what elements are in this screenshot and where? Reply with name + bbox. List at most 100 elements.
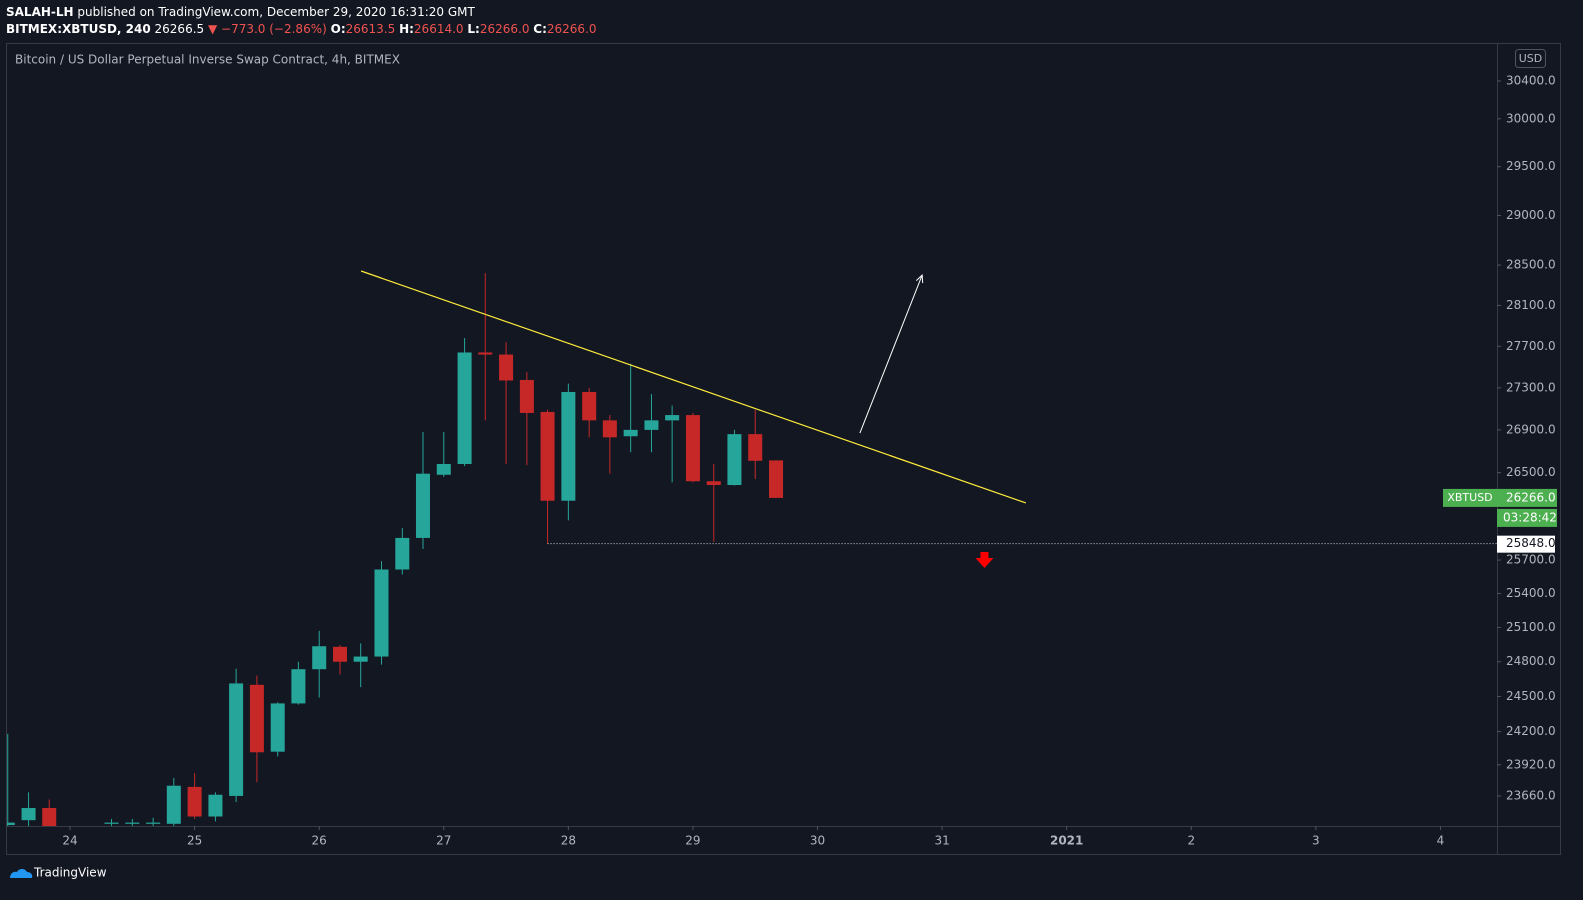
candle-body <box>665 415 680 421</box>
candle-body <box>291 669 306 704</box>
y-tick-label: 29500.0 <box>1506 159 1556 173</box>
candle-body <box>21 808 36 821</box>
y-tick-label: 27300.0 <box>1506 380 1556 394</box>
candle-body <box>166 785 181 824</box>
candle-body <box>602 420 617 438</box>
y-tick-label: 27700.0 <box>1506 339 1556 353</box>
candle-body <box>582 391 597 421</box>
candle-body <box>353 656 368 662</box>
y-tick-label: 26500.0 <box>1506 465 1556 479</box>
candle-body <box>706 481 721 486</box>
header: SALAH-LH published on TradingView.com, D… <box>6 4 597 38</box>
candle-body <box>333 646 348 662</box>
candle-body <box>478 352 493 355</box>
candle-body <box>374 569 389 657</box>
y-tick-label: 26900.0 <box>1506 422 1556 436</box>
ohlc-label: C: <box>533 22 547 36</box>
y-tick-label: 25100.0 <box>1506 620 1556 634</box>
y-tick-label: 30000.0 <box>1506 111 1556 125</box>
candle-body <box>457 352 472 465</box>
currency: USD <box>1519 52 1543 65</box>
candle-body <box>685 415 700 482</box>
symbol-label: XBTUSD <box>1447 491 1492 504</box>
last: 26266.5 <box>154 22 205 36</box>
candle-body <box>540 411 555 501</box>
candle-body <box>727 434 742 486</box>
ohlc-label: L: <box>467 22 480 36</box>
y-tick-label: 29000.0 <box>1506 208 1556 222</box>
candle-body <box>125 822 140 824</box>
candle-body <box>249 684 264 753</box>
candle-body <box>436 464 451 475</box>
candle-body <box>187 786 202 817</box>
candle-body <box>42 808 57 826</box>
header-line: BITMEX:XBTUSD, 240 26266.5 ▼ −773.0 (−2.… <box>6 21 597 38</box>
y-tick-label: 24500.0 <box>1506 689 1556 703</box>
logo-icon <box>10 869 33 878</box>
header-line: SALAH-LH published on TradingView.com, D… <box>6 4 597 21</box>
symbol: BITMEX:XBTUSD, 240 <box>6 22 151 36</box>
last-price-label: 26266.0 <box>1506 490 1556 504</box>
x-tick-label: 25 <box>187 834 202 848</box>
candle-body <box>769 460 784 498</box>
author: SALAH-LH <box>6 5 74 19</box>
ohlc-value: 26614.0 <box>413 22 464 36</box>
candle-body <box>395 537 410 570</box>
x-tick-label: 29 <box>685 834 700 848</box>
symbol-label-box <box>1443 488 1497 507</box>
last-price-box <box>1497 488 1557 507</box>
candle-body <box>644 420 659 430</box>
level-label: 25848.0 <box>1506 536 1556 550</box>
plot-area <box>7 270 1497 826</box>
x-tick-label: 28 <box>561 834 576 848</box>
footer-brand: TradingView <box>33 866 107 880</box>
x-tick-label: 31 <box>934 834 949 848</box>
y-tick-label: 23920.0 <box>1506 757 1556 771</box>
candle-body <box>312 646 327 670</box>
y-tick-label: 25700.0 <box>1506 553 1556 567</box>
candle-body <box>561 391 576 501</box>
countdown-label: 03:28:42 <box>1503 510 1557 524</box>
x-tick-label: 3 <box>1312 834 1320 848</box>
level-box <box>1497 535 1555 553</box>
x-tick-label: 27 <box>436 834 451 848</box>
trend-line <box>360 270 1027 504</box>
candle-body <box>499 354 514 381</box>
y-tick-label: 28500.0 <box>1506 258 1556 272</box>
candle-body <box>623 429 638 437</box>
candle-body <box>415 473 430 538</box>
arrow-head <box>916 274 924 284</box>
y-tick-label: 24200.0 <box>1506 724 1556 738</box>
chart-title: Bitcoin / US Dollar Perpetual Inverse Sw… <box>15 53 400 67</box>
x-tick-label: 2021 <box>1050 834 1083 848</box>
currency-box <box>1515 49 1546 68</box>
x-tick-label: 30 <box>810 834 825 848</box>
ohlc-label: O: <box>330 22 346 36</box>
y-tick-label: 23660.0 <box>1506 788 1556 802</box>
candle-body <box>748 434 763 461</box>
y-tick-label: 25400.0 <box>1506 586 1556 600</box>
arrow-line <box>859 274 923 434</box>
candle-body <box>208 794 223 817</box>
candle-body <box>229 683 244 796</box>
y-tick-label: 24800.0 <box>1506 654 1556 668</box>
ohlc-label: H: <box>399 22 414 36</box>
countdown-box <box>1497 508 1557 527</box>
chart-frame <box>6 43 1561 855</box>
candle-body <box>519 379 534 413</box>
x-tick-label: 24 <box>62 834 77 848</box>
x-tick-label: 4 <box>1437 834 1445 848</box>
ohlc-value: 26266.0 <box>479 22 530 36</box>
arrow-down <box>975 552 994 569</box>
candle-body <box>104 822 119 824</box>
change: ▼ −773.0 (−2.86%) <box>207 22 327 36</box>
x-tick-label: 26 <box>312 834 327 848</box>
y-tick-label: 30400.0 <box>1506 74 1556 88</box>
candle-body <box>270 703 285 752</box>
y-tick-label: 28100.0 <box>1506 298 1556 312</box>
ohlc-value: 26266.0 <box>546 22 597 36</box>
overlay: XBTUSD 26266.0 03:28:42 25848.0 <box>1443 488 1557 553</box>
candle-body <box>7 822 15 826</box>
